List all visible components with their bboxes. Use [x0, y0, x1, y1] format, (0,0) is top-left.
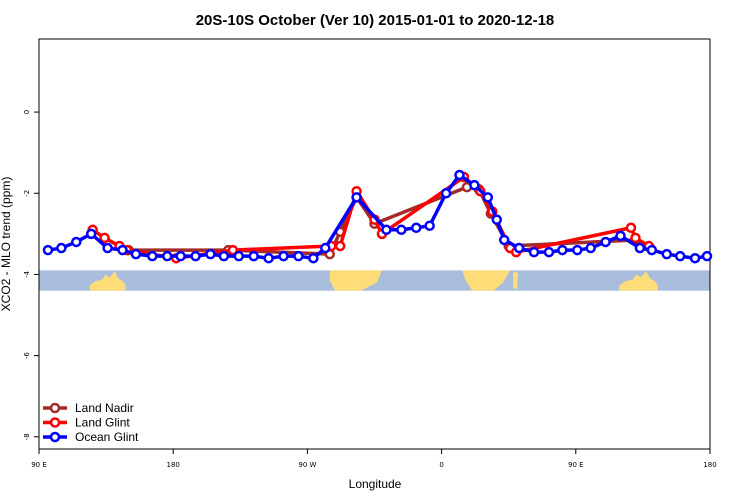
x-tick-label: 180 — [167, 461, 180, 469]
land-glint-point — [99, 232, 110, 244]
x-tick-label: 90 E — [31, 461, 47, 469]
ocean-glint-point — [308, 252, 319, 264]
ocean-glint-point — [634, 242, 646, 254]
x-tick-label: 0 — [439, 461, 443, 469]
ocean-glint-point — [351, 192, 362, 203]
x-tick-label: 180 — [703, 461, 716, 469]
land-ocean-band — [39, 270, 710, 291]
ocean-glint-point — [263, 252, 274, 264]
ocean-glint-point — [469, 179, 480, 191]
ocean-glint-point — [424, 220, 435, 231]
x-tick-label: 90 W — [298, 461, 316, 469]
ocean-glint-point — [205, 248, 216, 260]
land-africa-2 — [462, 270, 511, 291]
ocean-glint-point — [396, 224, 407, 236]
ocean-glint-point — [528, 246, 540, 258]
ocean-glint-point — [381, 224, 392, 236]
y-tick-label: -6 — [23, 352, 31, 360]
ocean-glint-point — [102, 242, 113, 254]
ocean-glint-point — [513, 242, 525, 254]
ocean-glint-point — [600, 236, 611, 248]
ocean-glint-point — [557, 244, 568, 256]
ocean-glint-point — [56, 242, 67, 254]
legend-ocean-glint-marker — [49, 431, 61, 443]
ocean-glint-point — [615, 230, 626, 242]
ocean-glint-point — [585, 242, 596, 254]
ocean-glint-point — [454, 169, 465, 181]
y-tick-label: -4 — [23, 270, 31, 278]
y-tick-label: 0 — [23, 110, 31, 114]
x-tick-label: 90 E — [568, 461, 584, 469]
ocean-glint-point — [689, 252, 701, 264]
ocean-glint-point — [248, 250, 259, 262]
ocean-glint-point — [572, 244, 583, 256]
legend-land-nadir-marker — [49, 402, 61, 414]
ocean-glint-point — [701, 250, 713, 262]
ocean-glint-point — [491, 214, 503, 225]
ocean-glint-point — [293, 250, 304, 262]
ocean-glint-point — [674, 250, 686, 262]
ocean-glint-point — [320, 242, 331, 254]
ocean-glint-point — [71, 236, 82, 248]
legend-land-glint-marker — [49, 417, 61, 428]
land-glint-point — [227, 244, 239, 256]
ocean-glint-point — [646, 244, 658, 256]
y-tick-label: -2 — [23, 190, 31, 197]
land-south-america-1 — [329, 270, 382, 291]
land-glint-point — [334, 240, 346, 252]
series-layer — [42, 169, 713, 264]
ocean-glint-point — [440, 188, 452, 199]
ocean-glint-point — [233, 250, 245, 262]
ocean-glint-point — [498, 234, 510, 246]
chart-title: 20S-10S October (Ver 10) 2015-01-01 to 2… — [196, 12, 555, 29]
ocean-glint-point — [130, 248, 142, 260]
land-glint-point — [625, 222, 637, 234]
y-tick-label: -8 — [23, 433, 31, 440]
land-madagascar-3 — [513, 272, 519, 289]
y-axis-label: XCO2 - MLO trend (ppm) — [0, 177, 13, 312]
land-glint-point — [630, 232, 641, 244]
ocean-glint-point — [278, 250, 289, 262]
legend-land-glint-label: Land Glint — [75, 416, 130, 430]
ocean-glint-point — [85, 228, 97, 240]
land-nadir-line — [128, 185, 652, 256]
y-axis: 0 -2 -4 -6 -8 — [23, 110, 39, 440]
land-australia-0 — [89, 271, 126, 291]
ocean-glint-point — [482, 192, 494, 203]
ocean-glint-point — [218, 250, 230, 262]
x-axis: 90 E 180 90 W 0 90 E 180 — [31, 449, 717, 469]
ocean-glint-point — [411, 222, 422, 234]
ocean-glint-point — [42, 244, 54, 256]
ocean-glint-point — [117, 244, 128, 256]
legend-land-nadir-label: Land Nadir — [75, 401, 134, 415]
x-axis-label: Longitude — [349, 477, 402, 491]
legend-ocean-glint-label: Ocean Glint — [75, 430, 139, 444]
land-australia-4 — [619, 271, 658, 291]
plot-frame — [38, 38, 711, 450]
ocean-glint-point — [175, 250, 186, 262]
ocean-glint-point — [161, 250, 173, 262]
ocean-glint-point — [661, 248, 673, 260]
ocean-glint-point — [147, 250, 158, 262]
ocean-glint-point — [190, 250, 201, 262]
ocean-glint-point — [543, 246, 555, 258]
